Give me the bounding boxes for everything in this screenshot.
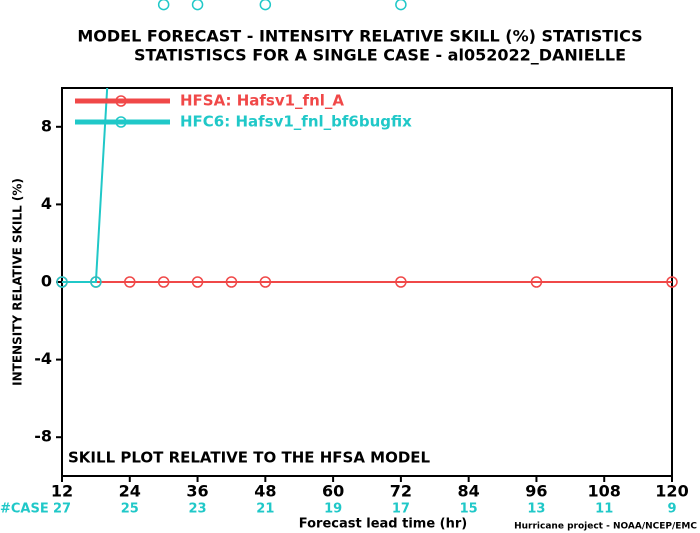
case-count: 21 [256, 502, 274, 517]
case-count: 17 [392, 502, 410, 517]
series-marker [395, 276, 407, 288]
legend-label: HFSA: Hafsv1_fnl_A [180, 92, 344, 110]
series-marker [259, 0, 272, 11]
case-count: 27 [53, 502, 71, 517]
series-marker [124, 276, 136, 288]
x-tick-label: 96 [525, 482, 547, 501]
series-line [62, 88, 109, 283]
x-tick-label: 36 [186, 482, 208, 501]
case-count: 19 [324, 502, 342, 517]
chart-title: MODEL FORECAST - INTENSITY RELATIVE SKIL… [77, 27, 642, 46]
x-tick-label: 12 [51, 482, 73, 501]
chart-subtitle: STATISTISCS FOR A SINGLE CASE - al052022… [134, 46, 626, 65]
series-marker [225, 276, 238, 288]
series-marker [90, 276, 102, 288]
case-label: #CASE [0, 502, 49, 517]
case-count: 23 [189, 502, 207, 517]
series-marker [191, 0, 204, 11]
case-count: 11 [595, 502, 613, 517]
x-tick-label: 24 [119, 482, 141, 501]
legend-marker [115, 95, 127, 107]
y-tick-label: 4 [41, 194, 52, 213]
series-marker [56, 276, 68, 288]
legend-marker [115, 116, 127, 128]
y-axis-label: INTENSITY RELATIVE SKILL (%) [11, 178, 25, 386]
series-marker [157, 0, 170, 11]
case-count: 13 [527, 502, 545, 517]
credit: Hurricane project - NOAA/NCEP/EMC [514, 522, 697, 532]
series-marker [259, 276, 272, 288]
series-marker [191, 276, 204, 288]
y-tick-label: 8 [41, 116, 52, 135]
y-tick-label: 0 [41, 272, 52, 291]
series-marker [666, 276, 678, 288]
series-marker [530, 276, 543, 288]
series-marker [157, 276, 170, 288]
x-tick-label: 60 [322, 482, 344, 501]
x-axis-label: Forecast lead time (hr) [299, 517, 467, 532]
y-tick-label: -8 [34, 427, 52, 446]
case-count: 9 [667, 502, 676, 517]
x-tick-label: 120 [655, 482, 688, 501]
case-count: 25 [121, 502, 139, 517]
series-marker [395, 0, 407, 11]
annotation: SKILL PLOT RELATIVE TO THE HFSA MODEL [68, 449, 431, 467]
y-tick-label: -4 [34, 349, 52, 368]
x-tick-label: 84 [458, 482, 480, 501]
legend-label: HFC6: Hafsv1_fnl_bf6bugfix [180, 113, 412, 131]
x-tick-label: 108 [588, 482, 621, 501]
case-count: 15 [460, 502, 478, 517]
x-tick-label: 72 [390, 482, 412, 501]
x-tick-label: 48 [254, 482, 276, 501]
plot-area [62, 88, 672, 283]
